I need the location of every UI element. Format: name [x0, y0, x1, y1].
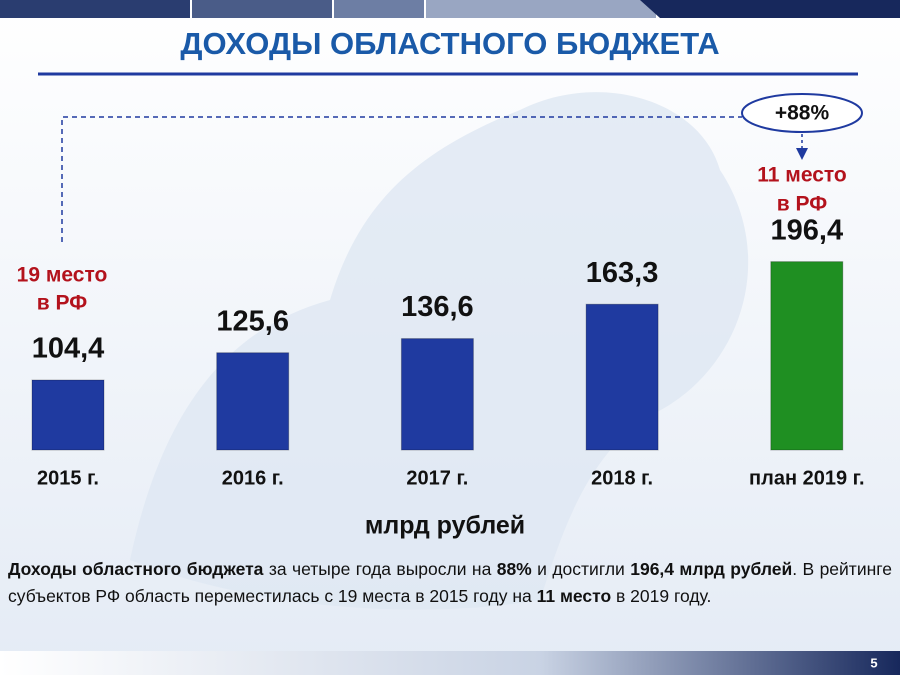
top-strip: [192, 0, 332, 18]
description-text: в 2019 году.: [611, 586, 712, 606]
x-tick-label: 2015 г.: [37, 467, 99, 489]
description-text: и достигли: [531, 559, 631, 579]
bar: [400, 338, 474, 451]
description: Доходы областного бюджета за четыре года…: [8, 556, 892, 610]
growth-bubble: [741, 93, 863, 133]
description-text: . В рейтинге субъектов РФ область переме…: [8, 559, 892, 606]
unit-label: млрд рублей: [365, 512, 525, 540]
value-label: 163,3: [586, 257, 659, 289]
page-number: 5: [870, 655, 877, 670]
x-tick-label: 2017 г.: [406, 467, 468, 489]
bar: [216, 352, 290, 451]
rank-label: в РФ: [37, 292, 87, 315]
rank-label: в РФ: [777, 193, 827, 216]
rank-label: 19 место: [17, 264, 108, 287]
x-tick-label: 2018 г.: [591, 467, 653, 489]
x-tick-label: план 2019 г.: [749, 467, 864, 489]
description-text: 11 место: [536, 586, 612, 606]
chart-title: ДОХОДЫ ОБЛАСТНОГО БЮДЖЕТА: [180, 26, 719, 61]
top-strip: [640, 0, 900, 18]
value-label: 196,4: [771, 214, 844, 246]
top-strip: [334, 0, 424, 18]
rank-label: 11 место: [757, 164, 847, 187]
value-label: 104,4: [32, 333, 105, 365]
top-strip: [426, 0, 656, 18]
description-text: 196,4 млрд рублей: [630, 559, 793, 579]
footer-strip: [0, 651, 900, 675]
dashed-connector: [61, 116, 742, 242]
x-tick-label: 2016 г.: [222, 467, 284, 489]
description-text: 88%: [496, 559, 532, 579]
value-label: 136,6: [401, 291, 474, 323]
bar: [31, 379, 105, 451]
description-text: Доходы областного бюджета: [8, 559, 264, 579]
bar: [585, 303, 659, 451]
bar: [770, 261, 844, 451]
top-strip: [0, 0, 190, 18]
growth-label: +88%: [775, 102, 830, 125]
description-text: за четыре года выросли на: [263, 559, 497, 579]
value-label: 125,6: [216, 305, 289, 337]
